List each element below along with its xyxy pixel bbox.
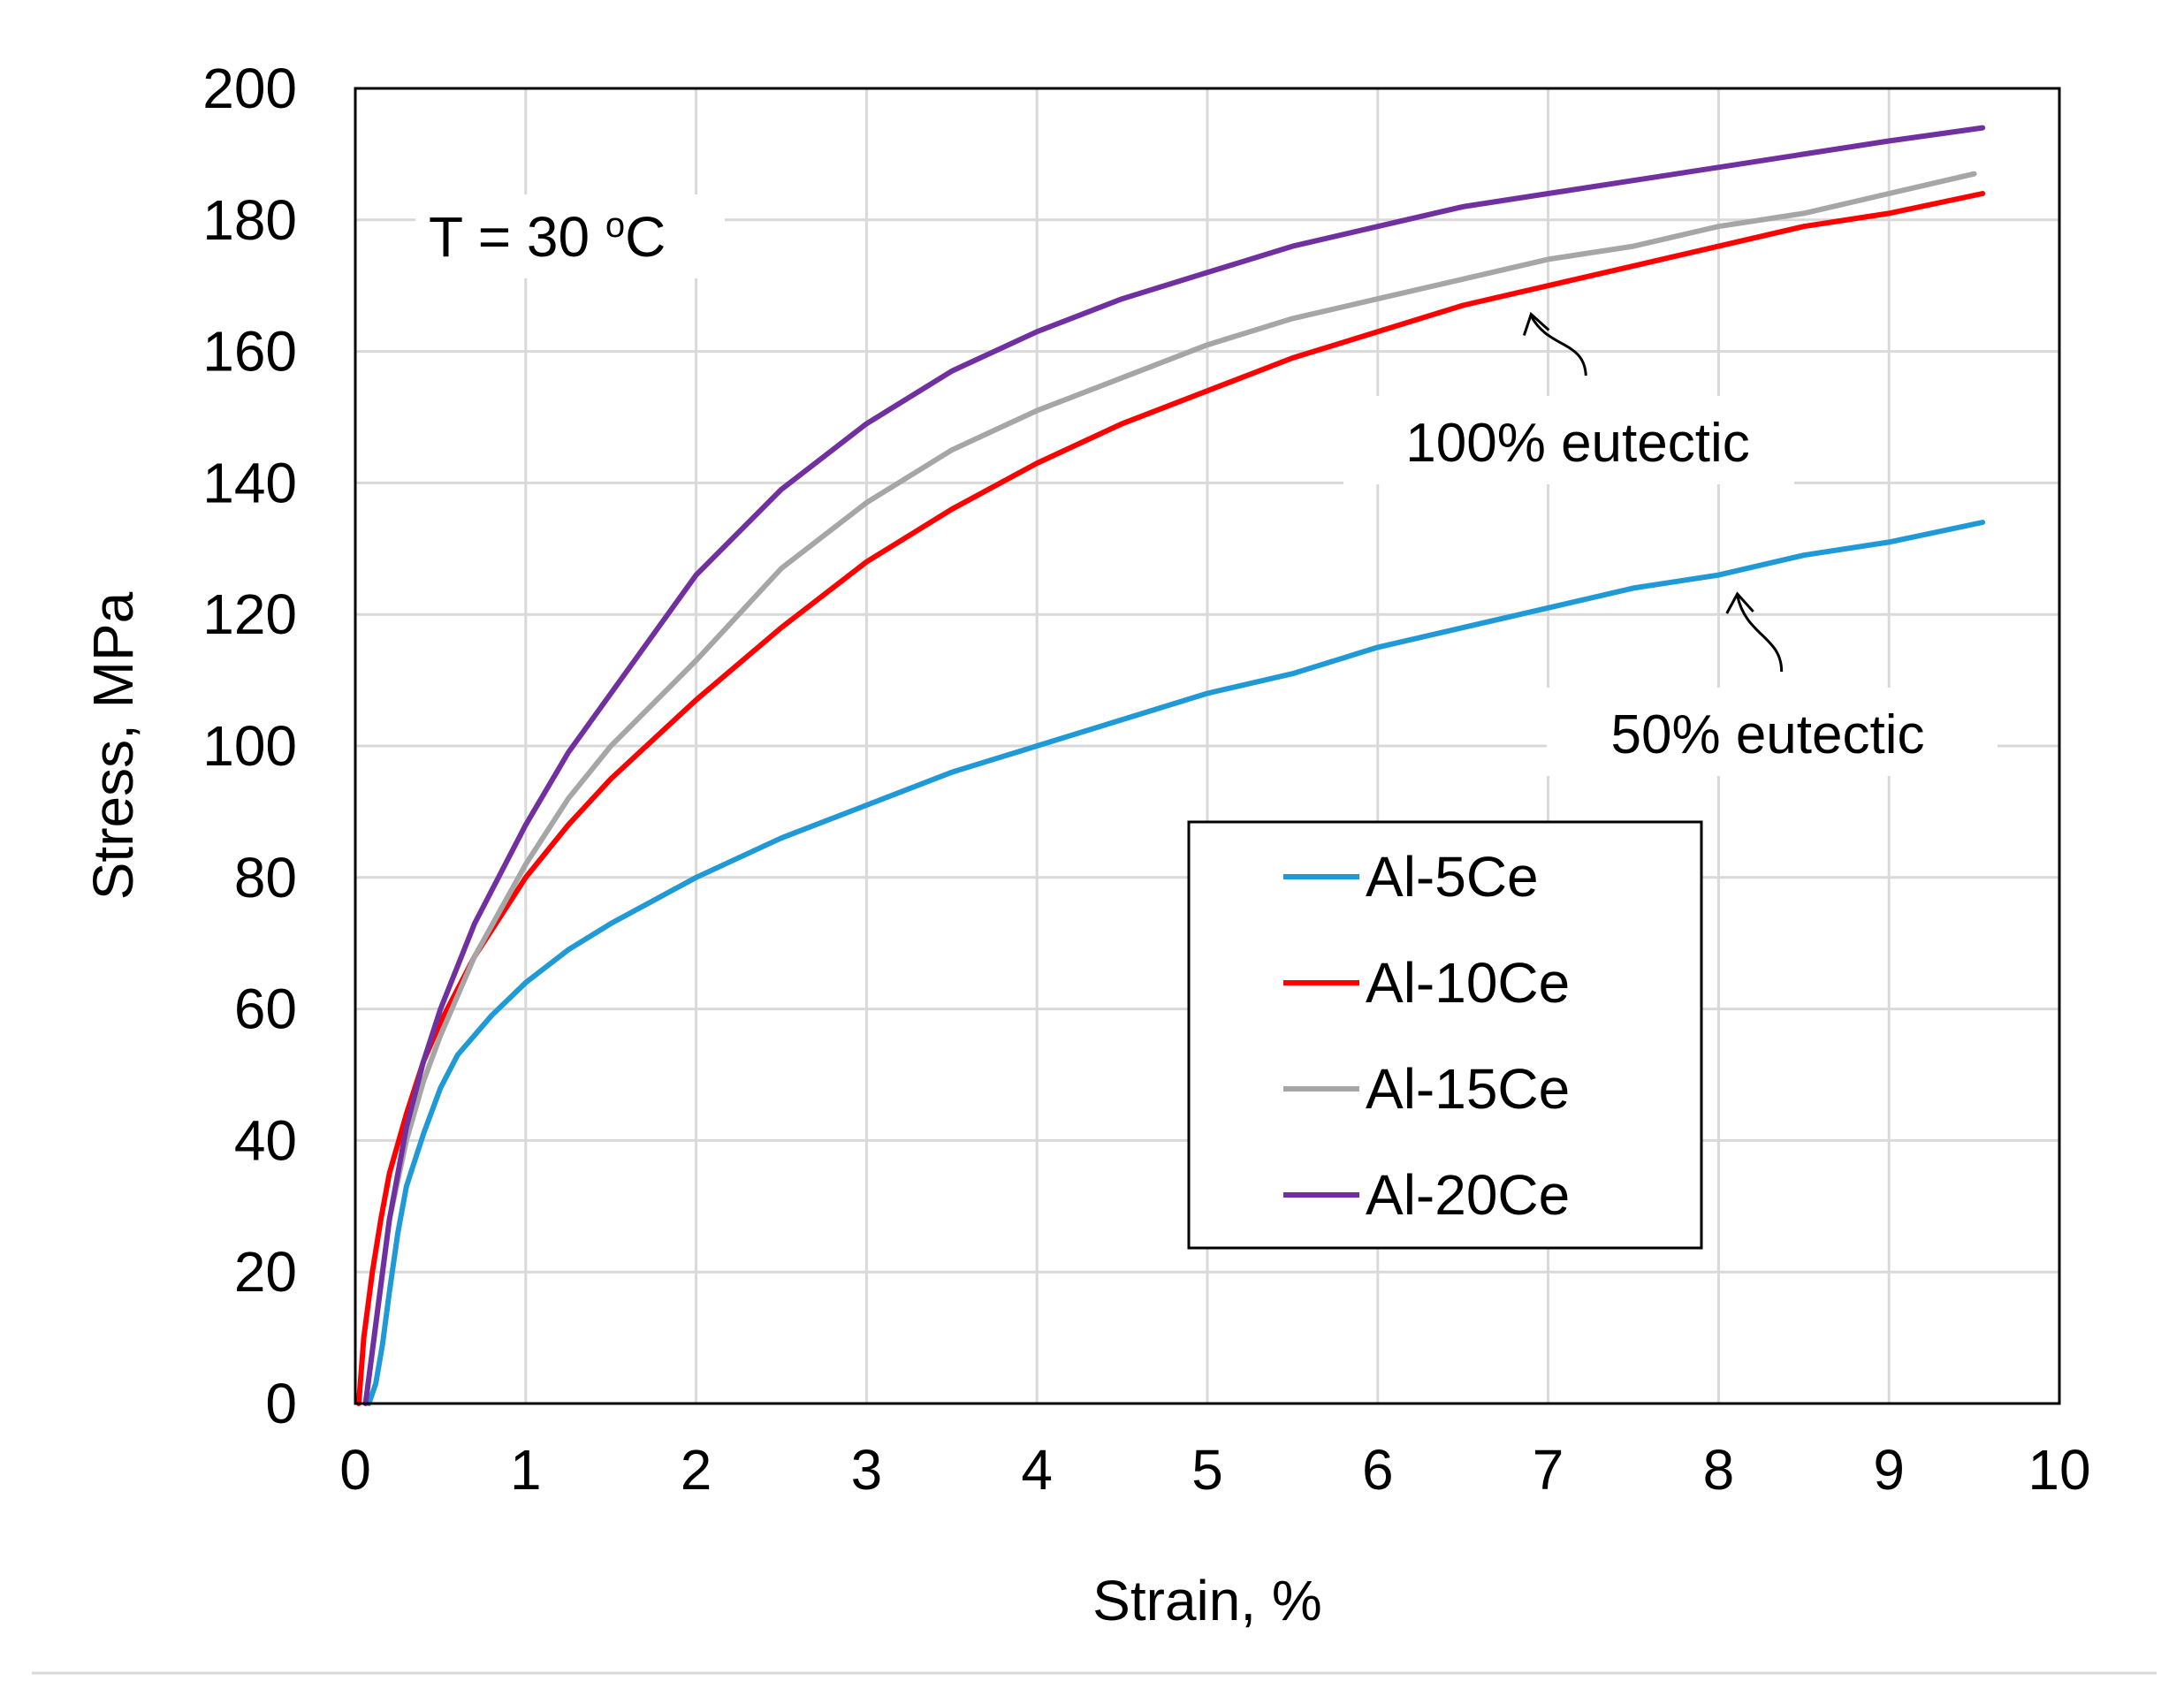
legend-label: Al-20Ce: [1366, 1163, 1570, 1227]
legend-label: Al-5Ce: [1366, 845, 1539, 909]
legend-item: Al-15Ce: [1283, 1057, 1570, 1121]
y-tick-label: 40: [234, 1108, 297, 1172]
y-axis-title: Stress, MPa: [81, 591, 145, 900]
legend-item: Al-20Ce: [1283, 1163, 1570, 1227]
arrowhead-icon: [1725, 591, 1754, 614]
plot-area-frame: [354, 87, 2061, 1405]
x-tick-label: 5: [1191, 1438, 1223, 1502]
temperature-superscript: o: [605, 206, 625, 245]
y-tick-label: 160: [202, 320, 297, 384]
legend-label: Al-15Ce: [1366, 1057, 1570, 1121]
x-tick-label: 1: [510, 1438, 542, 1502]
x-tick-label: 9: [1873, 1438, 1905, 1502]
annotation-arrow-50: [1736, 595, 1784, 673]
x-tick-label: 4: [1021, 1438, 1053, 1502]
series-line-al-10ce: [355, 191, 1986, 1406]
annotation-arrow-100: [1529, 315, 1587, 377]
x-tick-label: 2: [681, 1438, 712, 1502]
annotation-label-50-eutectic: 50% eutectic: [1611, 704, 1925, 765]
svg-text:T = 30 oC: T = 30 oC: [429, 205, 666, 269]
temperature-unit: C: [625, 205, 666, 269]
y-tick-label: 60: [234, 978, 297, 1041]
y-tick-label: 100: [202, 714, 297, 778]
x-tick-label: 10: [2028, 1438, 2090, 1502]
y-tick-label: 20: [234, 1240, 297, 1304]
annotation-50-eutectic: 50% eutectic: [1547, 591, 1998, 776]
arrowhead-icon: [1522, 311, 1550, 336]
annotation-label-100-eutectic: 100% eutectic: [1405, 413, 1749, 474]
y-tick-label: 0: [265, 1372, 297, 1435]
y-tick-label: 140: [202, 451, 297, 514]
x-tick-label: 7: [1533, 1438, 1564, 1502]
y-tick-label: 200: [202, 57, 297, 120]
legend-item: Al-5Ce: [1283, 845, 1539, 909]
series-line-al-15ce: [362, 171, 1977, 1406]
series-lines: [355, 125, 1986, 1406]
temperature-annotation: T = 30 oC: [415, 194, 725, 278]
temperature-label: T = 30: [429, 205, 605, 269]
legend-item: Al-10Ce: [1283, 951, 1570, 1015]
legend-label: Al-10Ce: [1366, 951, 1570, 1015]
legend-box: [1187, 820, 1703, 1250]
x-tick-label: 6: [1362, 1438, 1394, 1502]
y-tick-label: 180: [202, 188, 297, 252]
annotation-100-eutectic: 100% eutectic: [1343, 311, 1794, 484]
x-tick-label: 3: [851, 1438, 883, 1502]
series-line-al-5ce: [366, 520, 1986, 1406]
y-tick-label: 120: [202, 582, 297, 646]
x-tick-label: 8: [1703, 1438, 1735, 1502]
legend: Al-5Ce Al-10Ce Al-15Ce Al-20Ce: [1187, 820, 1703, 1250]
series-line-al-20ce: [362, 125, 1986, 1406]
x-tick-label: 0: [339, 1438, 371, 1502]
x-axis-title: Strain, %: [1092, 1569, 1322, 1632]
y-tick-label: 80: [234, 846, 297, 909]
